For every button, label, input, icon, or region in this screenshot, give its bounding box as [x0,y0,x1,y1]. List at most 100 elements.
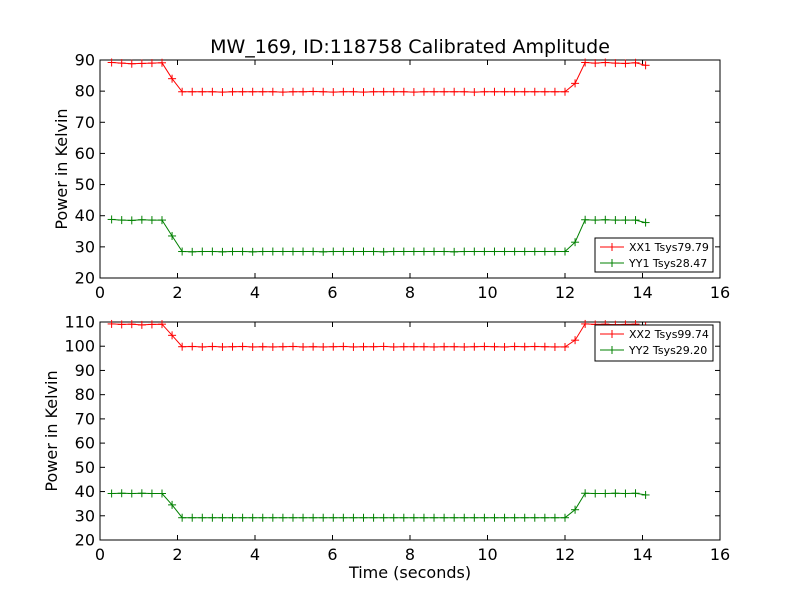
chart-2: 0 2 4 6 8 10 12 14 16 20 30 40 50 60 70 80 90 100 110 Time … [42,313,730,583]
y-tick-label: 60 [75,434,95,453]
data-point [490,247,499,256]
data-point [258,513,267,522]
data-point [430,513,439,522]
y-tick-label: 40 [75,206,95,225]
data-point [571,79,580,88]
y-tick-label: 70 [75,113,95,132]
data-point [349,247,358,256]
data-point [530,247,539,256]
x-tick-label: 0 [95,545,105,564]
data-point [127,216,136,225]
data-point [581,319,590,328]
data-point [470,513,479,522]
data-point [319,247,328,256]
data-point [369,342,378,351]
data-point [188,513,197,522]
data-point [107,319,116,328]
data-point [510,342,519,351]
data-point [168,231,177,240]
data-point [470,88,479,97]
y-tick-label: 110 [64,313,95,332]
data-point [288,342,297,351]
data-point [309,87,318,96]
legend-box [594,237,714,273]
data-point [208,342,217,351]
data-point [460,342,469,351]
data-point [550,513,559,522]
data-point [480,87,489,96]
data-point [540,87,549,96]
data-point [440,513,449,522]
data-point [268,342,277,351]
data-point [581,58,590,67]
data-point [409,88,418,97]
data-point [319,513,328,522]
data-point [520,87,529,96]
data-point [329,247,338,256]
data-point [480,247,489,256]
data-point [470,342,479,351]
data-point [409,247,418,256]
data-point [188,247,197,256]
data-point [510,87,519,96]
data-point [520,247,529,256]
data-point [107,58,116,67]
x-tick-label: 2 [172,545,182,564]
data-point [198,513,207,522]
y-axis-label: Power in Kelvin [42,370,61,491]
data-point [268,87,277,96]
data-point [520,342,529,351]
series-2 [107,489,650,522]
data-point [430,87,439,96]
legend-item: YY1 Tsys28.47 [600,257,707,270]
data-point [329,342,338,351]
data-point [299,87,308,96]
y-tick-label: 80 [75,82,95,101]
data-point [530,342,539,351]
data-point [389,87,398,96]
data-point [379,342,388,351]
data-point [591,59,600,68]
data-point [168,500,177,509]
series-1 [107,319,650,351]
data-point [168,74,177,83]
data-point [238,513,247,522]
data-point [641,490,650,499]
legend: XX2 Tsys99.74 YY2 Tsys29.20 [594,324,714,362]
data-point [490,342,499,351]
x-axis-label: Time (seconds) [348,563,471,582]
x-tick-label: 0 [95,283,105,302]
data-point [460,513,469,522]
series-2 [107,215,650,256]
data-point [299,247,308,256]
y-tick-label: 90 [75,361,95,380]
y-tick-label: 60 [75,144,95,163]
data-point [359,513,368,522]
data-point [450,513,459,522]
data-point [309,342,318,351]
data-point [500,342,509,351]
data-point [228,247,237,256]
y-tick-label: 50 [75,175,95,194]
data-point [430,342,439,351]
data-point [490,513,499,522]
data-point [238,87,247,96]
data-point [530,513,539,522]
data-point [117,489,126,498]
data-point [339,87,348,96]
data-point [248,513,257,522]
data-point [198,342,207,351]
data-point [601,58,610,67]
x-tick-label: 10 [477,545,497,564]
data-point [399,247,408,256]
data-point [359,342,368,351]
data-point [349,342,358,351]
data-point [339,342,348,351]
data-point [500,513,509,522]
data-point [158,216,166,225]
data-point [268,513,277,522]
data-point [430,247,439,256]
data-point [359,88,368,97]
data-point [561,87,569,96]
